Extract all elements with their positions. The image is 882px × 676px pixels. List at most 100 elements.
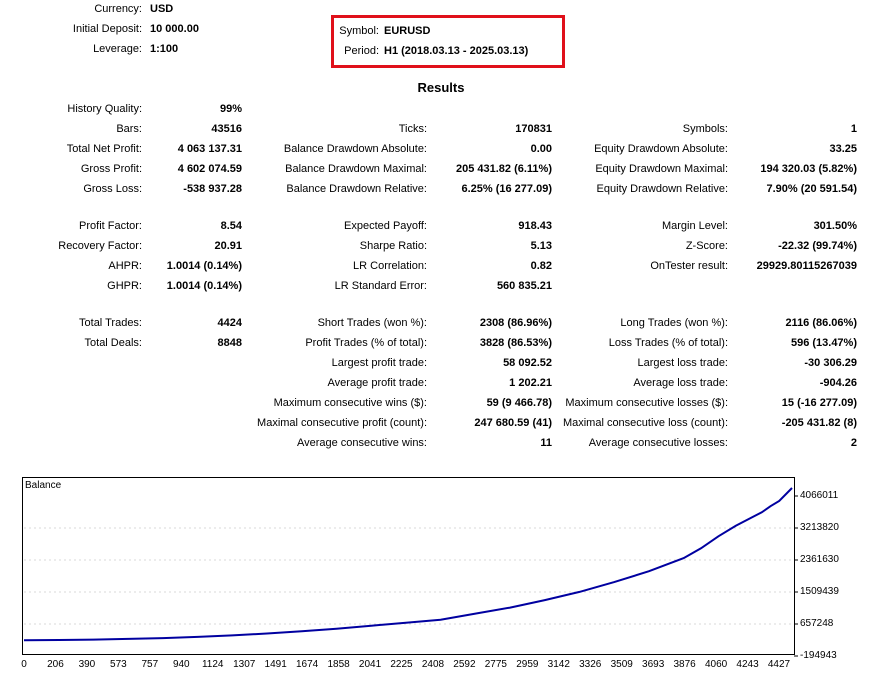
y-tick-label: 2361630 xyxy=(800,554,839,565)
stat-label: Symbols: xyxy=(682,123,728,135)
stat-value: -30 306.29 xyxy=(804,357,857,369)
stat-label: Profit Factor: xyxy=(79,220,142,232)
highlight-box xyxy=(331,15,565,68)
stat-label: Largest profit trade: xyxy=(331,357,427,369)
x-tick-label: 3693 xyxy=(642,659,665,670)
stat-label: Bars: xyxy=(116,123,142,135)
x-tick-label: 2408 xyxy=(421,659,445,670)
stat-label: Margin Level: xyxy=(661,220,728,232)
stat-value: 170831 xyxy=(515,123,552,135)
stat-value: 918.43 xyxy=(518,220,552,232)
stat-label: Maximal consecutive loss (count): xyxy=(562,417,728,429)
stat-value: 20.91 xyxy=(214,240,242,252)
y-tick-label: 3213820 xyxy=(800,522,839,533)
x-tick-label: 206 xyxy=(47,659,64,670)
x-tick-label: 2959 xyxy=(516,659,539,670)
stat-label: History Quality: xyxy=(67,103,142,115)
stat-value: 4424 xyxy=(217,317,242,329)
stat-label: Equity Drawdown Absolute: xyxy=(594,143,728,155)
stat-value: 43516 xyxy=(211,123,242,135)
stat-value: 0.00 xyxy=(530,143,552,155)
stat-label: Balance Drawdown Relative: xyxy=(286,183,427,195)
stat-label: Maximal consecutive profit (count): xyxy=(257,417,427,429)
stat-value: 5.13 xyxy=(530,240,552,252)
stat-label: Sharpe Ratio: xyxy=(359,240,427,252)
x-tick-label: 4427 xyxy=(767,659,791,670)
x-tick-label: 2041 xyxy=(358,659,382,670)
stat-value: 29929.80115267039 xyxy=(756,260,857,272)
stat-value: 33.25 xyxy=(829,143,857,155)
y-tick-label: 4066011 xyxy=(800,490,839,501)
stat-label: Z-Score: xyxy=(685,240,728,252)
x-tick-label: 0 xyxy=(21,659,27,670)
stat-value: 301.50% xyxy=(813,220,857,232)
stat-label: Gross Profit: xyxy=(80,163,142,175)
x-tick-label: 4060 xyxy=(704,659,728,670)
stat-label: OnTester result: xyxy=(650,260,728,272)
stat-value: 2116 (86.06%) xyxy=(785,317,857,329)
x-tick-label: 1491 xyxy=(264,659,287,670)
x-tick-label: 2225 xyxy=(390,659,413,670)
stat-label: Total Trades: xyxy=(79,317,142,329)
period-label: Period: xyxy=(344,45,379,57)
stat-value: 1 202.21 xyxy=(509,377,552,389)
stat-value: 596 (13.47%) xyxy=(790,337,857,349)
stat-value: 4 602 074.59 xyxy=(177,163,242,175)
y-tick-label: -194943 xyxy=(800,650,837,661)
stat-label: Maximum consecutive wins ($): xyxy=(273,397,427,409)
stat-label: Expected Payoff: xyxy=(344,220,427,232)
stat-label: Maximum consecutive losses ($): xyxy=(565,397,728,409)
stat-label: AHPR: xyxy=(108,260,142,272)
stat-value: -22.32 (99.74%) xyxy=(778,240,857,252)
y-tick-label: 657248 xyxy=(800,618,834,629)
stat-value: -205 431.82 (8) xyxy=(781,417,857,429)
stat-label: Average profit trade: xyxy=(327,377,427,389)
stat-value: -538 937.28 xyxy=(183,183,242,195)
stat-value: 0.82 xyxy=(530,260,552,272)
stat-label: Largest loss trade: xyxy=(637,357,729,369)
x-tick-label: 1674 xyxy=(296,659,319,670)
x-tick-label: 3509 xyxy=(610,659,633,670)
symbol-value: EURUSD xyxy=(384,25,431,37)
x-tick-label: 573 xyxy=(110,659,127,670)
stat-value: 247 680.59 (41) xyxy=(474,417,552,429)
stat-label: Balance Drawdown Maximal: xyxy=(285,163,427,175)
stat-value: 3828 (86.53%) xyxy=(479,337,552,349)
stat-value: 1.0014 (0.14%) xyxy=(166,280,242,292)
stat-value: 59 (9 466.78) xyxy=(486,397,552,409)
stat-value: 205 431.82 (6.11%) xyxy=(455,163,552,175)
period-value: H1 (2018.03.13 - 2025.03.13) xyxy=(384,45,529,57)
stat-value: -904.26 xyxy=(819,377,857,389)
stat-label: Total Net Profit: xyxy=(66,143,142,155)
x-tick-label: 3876 xyxy=(673,659,696,670)
balance-series-line xyxy=(23,487,793,642)
stat-value: 15 (-16 277.09) xyxy=(781,397,857,409)
stat-label: Average loss trade: xyxy=(633,377,728,389)
stat-label: GHPR: xyxy=(107,280,142,292)
results-title: Results xyxy=(417,80,465,95)
x-tick-label: 3326 xyxy=(579,659,602,670)
stat-value: 99% xyxy=(219,103,242,115)
x-tick-label: 2592 xyxy=(453,659,476,670)
stat-value: 8.54 xyxy=(220,220,242,232)
stat-value: 7.90% (20 591.54) xyxy=(766,183,857,195)
initial-deposit-value: 10 000.00 xyxy=(150,23,199,35)
balance-chart xyxy=(22,477,795,655)
stat-label: Average consecutive losses: xyxy=(588,437,728,449)
y-tick-label: 1509439 xyxy=(800,586,839,597)
stat-label: LR Standard Error: xyxy=(334,280,427,292)
stat-value: 4 063 137.31 xyxy=(177,143,242,155)
leverage-label: Leverage: xyxy=(93,43,142,55)
stat-value: 2 xyxy=(850,437,857,449)
x-tick-label: 2775 xyxy=(484,659,507,670)
symbol-label: Symbol: xyxy=(339,25,379,37)
stat-label: Profit Trades (% of total): xyxy=(305,337,427,349)
x-tick-label: 757 xyxy=(141,659,159,670)
chart-title: Balance xyxy=(25,480,62,491)
x-tick-label: 1124 xyxy=(201,659,224,670)
stat-label: Total Deals: xyxy=(84,337,142,349)
stat-label: LR Correlation: xyxy=(353,260,427,272)
stat-value: 2308 (86.96%) xyxy=(479,317,552,329)
stat-label: Loss Trades (% of total): xyxy=(608,337,728,349)
x-tick-label: 1307 xyxy=(233,659,256,670)
